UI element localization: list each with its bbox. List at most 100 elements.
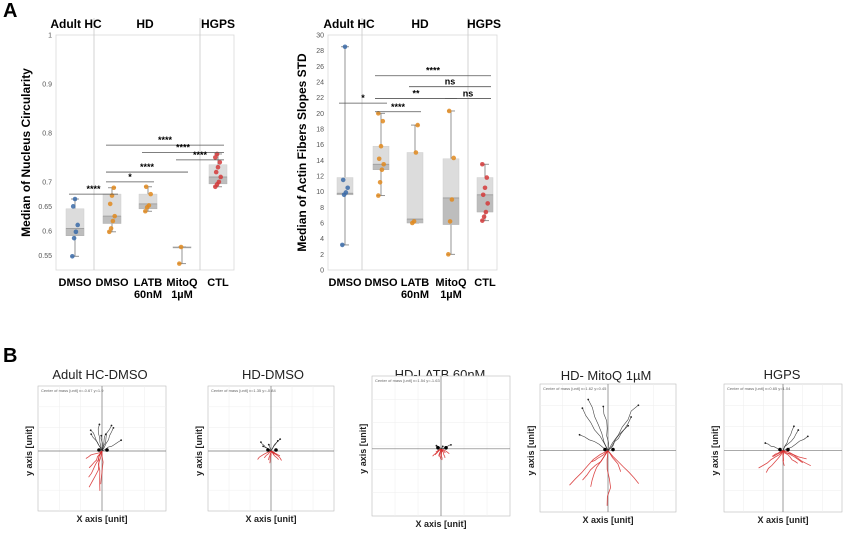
tracking-title: HD- MitoQ 1µM (561, 368, 652, 383)
data-point (108, 226, 114, 231)
cell-trajectory (607, 416, 632, 451)
cell-trajectory (268, 451, 272, 461)
significance-label: **** (391, 102, 406, 112)
center-of-mass-readout: Center of mass [unit] x=1.62 y=0.45 (543, 386, 607, 391)
data-point (415, 122, 421, 128)
cell-trajectory (268, 444, 272, 452)
y-tick-label: 20 (316, 111, 324, 118)
cell-trajectory (607, 404, 639, 451)
data-point (381, 161, 387, 167)
cell-trajectory (85, 450, 103, 459)
significance-label: **** (193, 150, 208, 160)
center-of-mass-marker (97, 448, 101, 452)
data-point (480, 161, 485, 167)
category-label: LATB (401, 277, 430, 289)
center-of-mass-marker (778, 447, 782, 452)
trajectory-endpoint (110, 424, 113, 427)
cell-trajectory (101, 427, 114, 452)
data-point (107, 201, 113, 207)
category-label: 1µM (440, 289, 462, 301)
y-tick-label: 12 (316, 174, 324, 181)
center-of-mass-marker (105, 448, 109, 452)
cell-trajectory (782, 429, 799, 451)
cell-trajectory (607, 450, 622, 472)
cell-trajectory (591, 450, 609, 462)
trajectory-endpoint (260, 441, 262, 444)
cell-trajectory (101, 434, 106, 452)
tracking-panel: HD- MitoQ 1µM Center of mass [unit] x=1.6… (526, 368, 677, 525)
cell-trajectory (569, 450, 609, 486)
y-tick-label: 10 (316, 189, 324, 196)
data-point (213, 169, 219, 175)
data-point (70, 253, 75, 259)
significance-label: ns (463, 88, 474, 98)
group-label: HD (136, 17, 154, 31)
panel-b-letter: B (3, 345, 17, 367)
cell-trajectory (100, 450, 104, 485)
center-of-mass-marker (444, 446, 448, 450)
center-of-mass-readout: Center of mass [unit] x=0.65 y=1.04 (727, 386, 791, 391)
trajectory-endpoint (89, 429, 92, 432)
data-point (112, 213, 117, 219)
y-axis-label: y axis [unit] (358, 424, 368, 474)
data-point (177, 261, 182, 266)
box-series (138, 184, 158, 214)
cell-trajectory (782, 450, 785, 466)
category-label: DMSO (96, 277, 129, 289)
data-point (451, 155, 457, 161)
group-label: HGPS (467, 17, 501, 31)
group-label: Adult HC (323, 17, 375, 31)
box-series (65, 196, 85, 259)
trajectory-endpoint (104, 433, 107, 436)
data-point (483, 209, 489, 215)
panel-a-letter: A (3, 0, 17, 22)
data-point (481, 214, 487, 220)
y-tick-label: 24 (316, 80, 324, 87)
data-point (378, 143, 384, 149)
data-point (377, 179, 383, 185)
center-of-mass-readout: Center of mass [unit] x=-0.67 y=1.9 (41, 388, 104, 393)
box-upper (65, 208, 85, 229)
trajectory-endpoint (98, 423, 101, 426)
significance-label: * (128, 172, 132, 182)
cell-trajectory (590, 450, 609, 487)
y-tick-label: 14 (316, 158, 324, 165)
x-axis-label: X axis [unit] (582, 515, 633, 525)
x-axis-label: X axis [unit] (245, 514, 296, 524)
significance-label: **** (158, 135, 173, 145)
cell-trajectory (434, 448, 442, 456)
box-series (336, 44, 354, 248)
box-series (372, 111, 390, 198)
y-tick-label: 1 (48, 33, 52, 40)
x-axis-label: X axis [unit] (76, 514, 127, 524)
cell-trajectory (440, 448, 443, 461)
y-tick-label: 0.9 (42, 81, 52, 88)
center-of-mass-marker (436, 446, 440, 450)
cell-trajectory (579, 434, 609, 451)
y-axis-label: Median of Actin Fibers Slopes STD (295, 53, 309, 252)
y-tick-label: 26 (316, 64, 324, 71)
data-point (380, 118, 386, 124)
y-tick-label: 16 (316, 142, 324, 149)
data-point (70, 204, 76, 209)
data-point (72, 196, 78, 202)
box-series (172, 244, 192, 266)
data-point (213, 155, 218, 160)
data-point (111, 185, 117, 191)
data-point (482, 185, 488, 191)
data-point (178, 244, 184, 250)
trajectory-endpoint (797, 429, 800, 431)
data-point (107, 229, 112, 235)
group-label: HD (411, 17, 429, 31)
category-label: DMSO (365, 277, 398, 289)
y-tick-label: 0.6 (42, 228, 52, 235)
trajectory-endpoint (435, 444, 438, 447)
trajectory-endpoint (100, 434, 103, 437)
y-tick-label: 30 (316, 33, 324, 40)
box-upper (138, 193, 158, 205)
box-plot-charts: Adult HC HD HGPS 0.55 0.6 0.65 0.7 0.8 0.9 1 Media… (19, 17, 501, 301)
data-point (376, 193, 381, 198)
y-axis-label: y axis [unit] (24, 426, 34, 476)
category-label: CTL (474, 277, 496, 289)
